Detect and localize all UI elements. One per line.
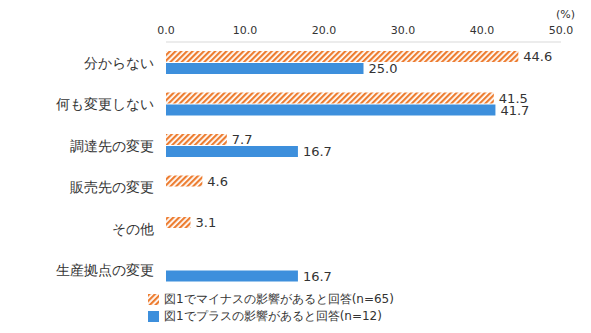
svg-text:41.5: 41.5 — [498, 90, 528, 106]
svg-text:その他: その他 — [112, 221, 154, 237]
svg-text:25.0: 25.0 — [369, 61, 398, 76]
svg-text:50.0: 50.0 — [549, 24, 574, 37]
svg-text:41.7: 41.7 — [500, 103, 529, 118]
svg-text:10.0: 10.0 — [233, 24, 258, 37]
svg-text:3.1: 3.1 — [195, 215, 216, 230]
svg-text:4.6: 4.6 — [207, 174, 228, 189]
svg-text:7.7: 7.7 — [232, 132, 253, 147]
svg-text:16.7: 16.7 — [303, 144, 332, 159]
html-text:図1でマイナスの影響があると回答(n=65): 図1でマイナスの影響があると回答(n=65) — [164, 292, 394, 306]
svg-text:16.7: 16.7 — [303, 269, 332, 284]
svg-text:30.0: 30.0 — [391, 24, 416, 37]
svg-text:20.0: 20.0 — [312, 24, 337, 37]
html-text:図1でプラスの影響があると回答(n=12): 図1でプラスの影響があると回答(n=12) — [164, 309, 382, 323]
svg-text:調達先の変更: 調達先の変更 — [70, 138, 154, 154]
svg-text:0.0: 0.0 — [157, 24, 175, 37]
svg-text:分からない: 分からない — [84, 55, 154, 71]
svg-text:何も変更しない: 何も変更しない — [56, 96, 154, 112]
svg-text:40.0: 40.0 — [470, 24, 495, 37]
svg-text:44.6: 44.6 — [523, 49, 552, 64]
svg-text:販売先の変更: 販売先の変更 — [70, 179, 154, 195]
svg-text:生産拠点の変更: 生産拠点の変更 — [56, 262, 154, 278]
